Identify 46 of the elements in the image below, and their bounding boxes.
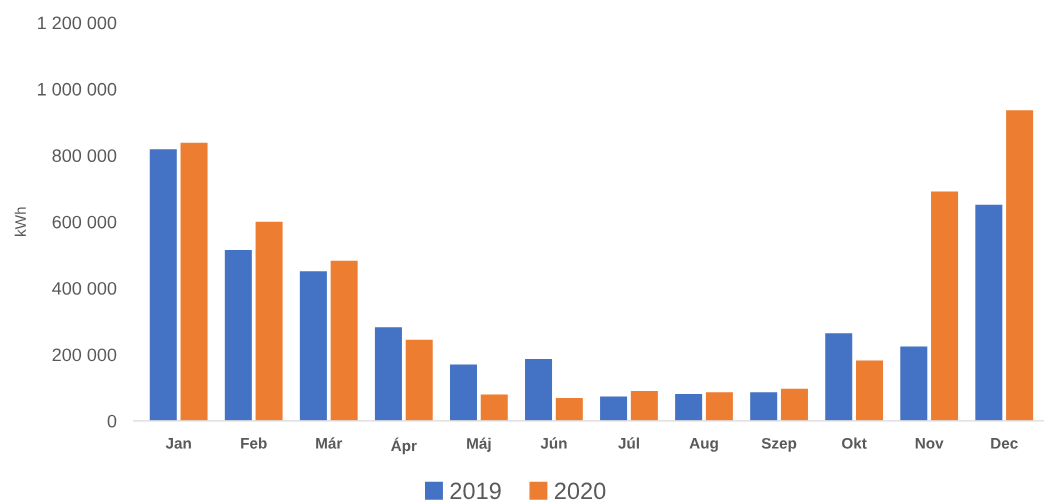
bar: [255, 221, 283, 421]
y-tick-label: 1 000 000: [38, 82, 117, 96]
bar: [750, 392, 778, 421]
bar: [975, 204, 1003, 421]
bar: [299, 271, 327, 421]
x-tick-label: Dec: [991, 438, 1018, 449]
x-tick-label: Jan: [165, 438, 191, 449]
bar: [480, 394, 508, 421]
x-tick-label: Már: [316, 437, 343, 449]
bar: [224, 249, 252, 421]
bar: [525, 359, 553, 421]
x-tick-label: Szep: [761, 437, 797, 452]
bar: [180, 142, 208, 421]
x-tick-label: Júl: [618, 437, 639, 449]
x-tick-label: Feb: [241, 437, 267, 449]
y-tick-label: 1 200 000: [38, 16, 117, 30]
bar: [449, 364, 477, 421]
y-tick-label: 0: [107, 414, 117, 428]
y-tick-label: 600 000: [52, 215, 117, 229]
y-tick-label: 800 000: [52, 149, 117, 163]
y-tick-label: 200 000: [52, 348, 117, 362]
x-tick-label: Jún: [540, 437, 567, 449]
bar: [705, 392, 733, 421]
bar: [931, 191, 959, 421]
legend-label: 2019: [450, 482, 501, 500]
bar: [149, 149, 177, 421]
bar: [856, 360, 884, 421]
x-tick-label: Máj: [467, 437, 491, 452]
bar: [900, 346, 928, 421]
y-axis-title: kWh: [14, 207, 26, 236]
bar: [374, 327, 402, 421]
bar: [780, 388, 808, 421]
bar: [825, 333, 853, 421]
bar: [405, 339, 433, 421]
bar: [600, 396, 628, 421]
bar: [1006, 110, 1034, 421]
bar: [630, 390, 658, 421]
x-tick-label: Aug: [689, 438, 718, 452]
x-tick-label: Ápr: [391, 437, 417, 455]
x-tick-label: Nov: [915, 438, 944, 449]
bar: [555, 397, 583, 421]
bar: [330, 260, 358, 421]
legend-label: 2020: [554, 482, 606, 500]
y-tick-label: 400 000: [52, 282, 117, 295]
bar: [675, 393, 703, 421]
x-tick-label: Okt: [842, 437, 867, 449]
